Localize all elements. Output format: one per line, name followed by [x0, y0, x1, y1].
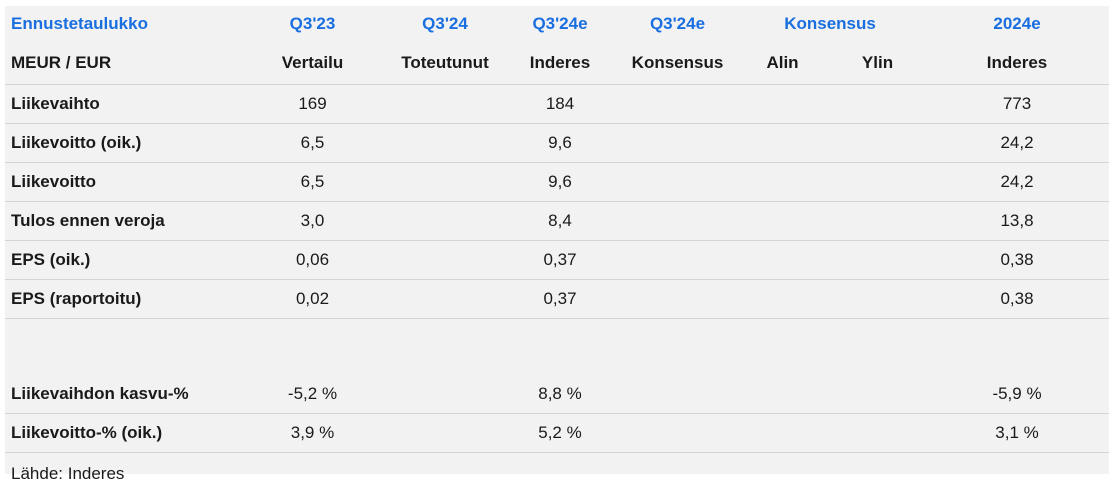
cell-q3-23: 0,06 [235, 241, 390, 280]
header-q3-24e-consensus: Q3'24e [620, 6, 735, 42]
subheader-konsensus: Konsensus [620, 42, 735, 85]
cell-2024e: 773 [925, 85, 1109, 124]
row-label: EPS (oik.) [5, 241, 235, 280]
row-label: Liikevoitto [5, 163, 235, 202]
table-row: EPS (raportoitu) 0,02 0,37 0,38 [5, 280, 1109, 319]
cell-q3-24 [390, 280, 500, 319]
cell-q3-24e-consensus [620, 241, 735, 280]
cell-q3-24e-consensus [620, 414, 735, 453]
cell-high [830, 124, 925, 163]
cell-high [830, 280, 925, 319]
subheader-toteutunut: Toteutunut [390, 42, 500, 85]
subheader-alin: Alin [735, 42, 830, 85]
cell-2024e: 24,2 [925, 124, 1109, 163]
row-label: Liikevoitto (oik.) [5, 124, 235, 163]
cell-q3-24 [390, 241, 500, 280]
cell-q3-23: 3,9 % [235, 414, 390, 453]
cell-2024e: 0,38 [925, 280, 1109, 319]
table-row: EPS (oik.) 0,06 0,37 0,38 [5, 241, 1109, 280]
cell-q3-23: 0,02 [235, 280, 390, 319]
cell-low [735, 85, 830, 124]
cell-q3-24e-inderes: 5,2 % [500, 414, 620, 453]
row-label: Liikevaihto [5, 85, 235, 124]
cell-low [735, 280, 830, 319]
row-label: Liikevaihdon kasvu-% [5, 375, 235, 414]
cell-q3-24 [390, 202, 500, 241]
cell-2024e: -5,9 % [925, 375, 1109, 414]
source-row: Lähde: Inderes [5, 453, 1109, 495]
cell-high [830, 202, 925, 241]
cell-q3-24 [390, 124, 500, 163]
header-konsensus: Konsensus [735, 6, 925, 42]
row-label: Tulos ennen veroja [5, 202, 235, 241]
cell-q3-24e-inderes: 9,6 [500, 163, 620, 202]
cell-high [830, 163, 925, 202]
cell-q3-24e-inderes: 0,37 [500, 280, 620, 319]
forecast-table: Ennustetaulukko Q3'23 Q3'24 Q3'24e Q3'24… [5, 6, 1109, 495]
cell-2024e: 0,38 [925, 241, 1109, 280]
cell-q3-23: 3,0 [235, 202, 390, 241]
cell-q3-24e-inderes: 8,4 [500, 202, 620, 241]
subheader-ylin: Ylin [830, 42, 925, 85]
cell-q3-24e-consensus [620, 375, 735, 414]
row-label: Liikevoitto-% (oik.) [5, 414, 235, 453]
cell-low [735, 375, 830, 414]
cell-q3-24 [390, 163, 500, 202]
cell-low [735, 163, 830, 202]
cell-q3-24e-consensus [620, 163, 735, 202]
cell-2024e: 13,8 [925, 202, 1109, 241]
cell-low [735, 241, 830, 280]
cell-q3-23: -5,2 % [235, 375, 390, 414]
cell-high [830, 414, 925, 453]
table-row: Liikevoitto 6,5 9,6 24,2 [5, 163, 1109, 202]
cell-q3-24e-consensus [620, 124, 735, 163]
header-q3-23: Q3'23 [235, 6, 390, 42]
cell-q3-23: 6,5 [235, 124, 390, 163]
cell-q3-24e-consensus [620, 85, 735, 124]
forecast-table-panel: Ennustetaulukko Q3'23 Q3'24 Q3'24e Q3'24… [5, 6, 1109, 474]
cell-q3-23: 6,5 [235, 163, 390, 202]
cell-low [735, 202, 830, 241]
subheader-inderes-2024e: Inderes [925, 42, 1109, 85]
subheader-inderes: Inderes [500, 42, 620, 85]
cell-q3-24e-inderes: 9,6 [500, 124, 620, 163]
header-q3-24: Q3'24 [390, 6, 500, 42]
table-row: Liikevaihto 169 184 773 [5, 85, 1109, 124]
cell-q3-24e-inderes: 184 [500, 85, 620, 124]
cell-q3-24 [390, 375, 500, 414]
cell-2024e: 3,1 % [925, 414, 1109, 453]
cell-q3-24e-consensus [620, 280, 735, 319]
table-row: Liikevoitto (oik.) 6,5 9,6 24,2 [5, 124, 1109, 163]
unit-label: MEUR / EUR [5, 42, 235, 85]
cell-low [735, 414, 830, 453]
cell-q3-24e-consensus [620, 202, 735, 241]
cell-2024e: 24,2 [925, 163, 1109, 202]
table-row: Tulos ennen veroja 3,0 8,4 13,8 [5, 202, 1109, 241]
header-row-sub: MEUR / EUR Vertailu Toteutunut Inderes K… [5, 42, 1109, 85]
cell-high [830, 85, 925, 124]
header-q3-24e-inderes: Q3'24e [500, 6, 620, 42]
table-row: Liikevaihdon kasvu-% -5,2 % 8,8 % -5,9 % [5, 375, 1109, 414]
table-row: Liikevoitto-% (oik.) 3,9 % 5,2 % 3,1 % [5, 414, 1109, 453]
source-note: Lähde: Inderes [5, 453, 1109, 495]
cell-q3-24e-inderes: 0,37 [500, 241, 620, 280]
header-2024e: 2024e [925, 6, 1109, 42]
cell-q3-24 [390, 85, 500, 124]
cell-low [735, 124, 830, 163]
spacer-row [5, 319, 1109, 376]
cell-high [830, 375, 925, 414]
cell-q3-24e-inderes: 8,8 % [500, 375, 620, 414]
cell-high [830, 241, 925, 280]
table-title: Ennustetaulukko [5, 6, 235, 42]
cell-q3-23: 169 [235, 85, 390, 124]
header-row-top: Ennustetaulukko Q3'23 Q3'24 Q3'24e Q3'24… [5, 6, 1109, 42]
subheader-vertailu: Vertailu [235, 42, 390, 85]
cell-q3-24 [390, 414, 500, 453]
row-label: EPS (raportoitu) [5, 280, 235, 319]
